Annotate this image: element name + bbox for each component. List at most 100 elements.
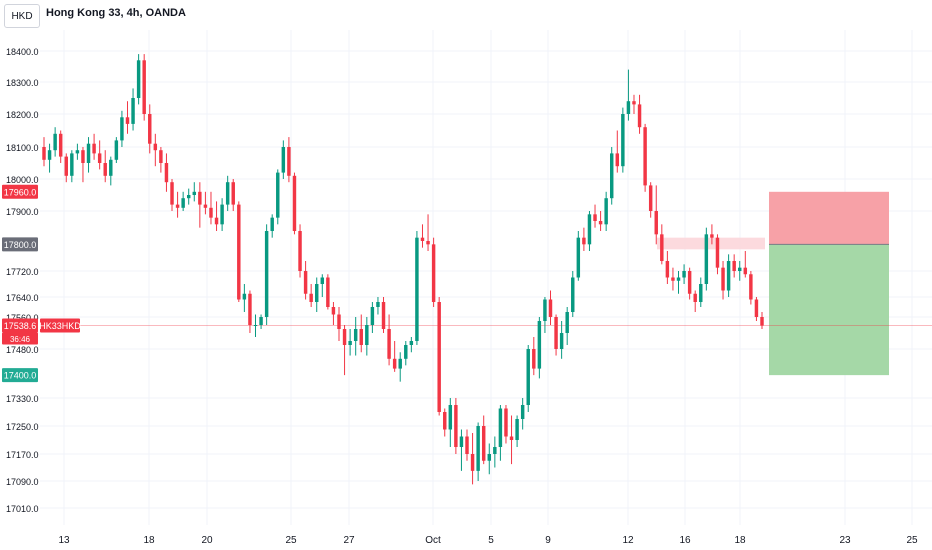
- current-price-label-bg: [2, 318, 38, 333]
- candle-body: [120, 117, 124, 141]
- candle-body: [571, 277, 575, 312]
- y-tick-label: 17720.0: [6, 267, 39, 277]
- candle-body: [281, 147, 286, 173]
- candle-body: [632, 101, 636, 105]
- x-tick-label: 13: [58, 535, 70, 546]
- candle-body: [465, 436, 469, 454]
- candle-body: [136, 60, 141, 98]
- y-tick-label: 18100.0: [6, 143, 39, 153]
- candle-body: [381, 302, 386, 329]
- candle-body: [420, 237, 425, 241]
- candle-body: [481, 426, 486, 461]
- target-price-label: 17400.0: [4, 371, 37, 381]
- candle-body: [554, 317, 558, 349]
- candle-body: [648, 185, 653, 211]
- candle-body: [376, 302, 380, 307]
- y-tick-label: 17900.0: [6, 207, 39, 217]
- candle-body: [654, 211, 658, 235]
- candle-body: [437, 302, 441, 412]
- candle-body: [715, 237, 720, 268]
- candle-body: [331, 307, 336, 315]
- candle-body: [454, 405, 458, 447]
- stop-loss-zone[interactable]: [769, 191, 889, 245]
- x-tick-label: 27: [343, 535, 355, 546]
- candle-body: [248, 293, 252, 325]
- x-tick-label: 18: [143, 535, 155, 546]
- candle-body: [498, 408, 503, 447]
- candle-body: [365, 325, 369, 345]
- candle-body: [198, 191, 202, 205]
- x-tick-label: 25: [285, 535, 297, 546]
- candle-body: [520, 405, 525, 419]
- candle-body: [342, 329, 347, 345]
- candle-body: [443, 412, 447, 430]
- candle-body: [515, 419, 519, 440]
- x-tick-label: Oct: [425, 535, 441, 546]
- current-price-label: 17538.6: [4, 321, 37, 331]
- candle-body: [760, 317, 764, 326]
- candle-body: [97, 153, 102, 163]
- bar-countdown-label: 36:46: [10, 335, 31, 344]
- y-tick-label: 17640.0: [6, 293, 39, 303]
- candle-body: [448, 405, 453, 430]
- y-tick-label: 18400.0: [6, 47, 39, 57]
- candle-body: [587, 214, 592, 245]
- candle-body: [548, 299, 553, 317]
- candle-body: [315, 284, 319, 302]
- y-tick-label: 18300.0: [6, 78, 39, 88]
- candle-body: [192, 191, 197, 195]
- candle-body: [621, 114, 625, 167]
- symbol-selector-button[interactable]: HKD: [4, 4, 40, 28]
- x-tick-label: 12: [622, 535, 634, 546]
- candle-body: [81, 150, 85, 163]
- candle-body: [170, 182, 174, 205]
- candle-body: [537, 321, 542, 369]
- candle-body: [676, 277, 681, 281]
- candle-body: [392, 358, 397, 369]
- candle-body: [181, 198, 185, 208]
- candle-body: [749, 274, 753, 300]
- candle-body: [298, 231, 302, 271]
- candle-body: [387, 329, 391, 359]
- take-profit-zone[interactable]: [769, 244, 889, 376]
- candle-body: [287, 147, 291, 176]
- candle-body: [58, 133, 63, 157]
- candle-body: [337, 314, 341, 329]
- resistance-zone[interactable]: [657, 237, 765, 250]
- candle-body: [153, 143, 158, 151]
- candle-body: [320, 277, 325, 284]
- candle-body: [470, 454, 475, 471]
- x-tick-label: 20: [201, 535, 213, 546]
- stop-price-label: 17960.0: [4, 187, 37, 197]
- candle-body: [409, 341, 414, 345]
- candle-body: [276, 172, 280, 218]
- candle-body: [665, 261, 670, 278]
- candle-body: [704, 234, 709, 284]
- y-tick-label: 17170.0: [6, 450, 39, 460]
- candle-body: [370, 307, 375, 325]
- y-tick-label: 18000.0: [6, 175, 39, 185]
- candle-body: [359, 329, 363, 345]
- candle-body: [225, 182, 230, 205]
- candle-body: [86, 143, 91, 163]
- candle-body: [532, 349, 536, 369]
- candle-body: [214, 217, 219, 225]
- candle-body: [576, 237, 581, 278]
- candle-body: [609, 153, 614, 199]
- candle-body: [637, 104, 642, 128]
- candle-body: [242, 293, 247, 300]
- candle-body: [426, 241, 430, 245]
- candle-body: [615, 153, 620, 167]
- candle-body: [743, 267, 748, 275]
- candle-body: [142, 60, 146, 114]
- candle-body: [348, 341, 352, 345]
- candle-body: [231, 182, 235, 205]
- candle-body: [710, 234, 714, 238]
- candle-body: [159, 150, 163, 163]
- candle-body: [125, 117, 130, 124]
- x-tick-label: 5: [488, 535, 494, 546]
- candle-body: [92, 143, 96, 154]
- candle-body: [682, 271, 686, 278]
